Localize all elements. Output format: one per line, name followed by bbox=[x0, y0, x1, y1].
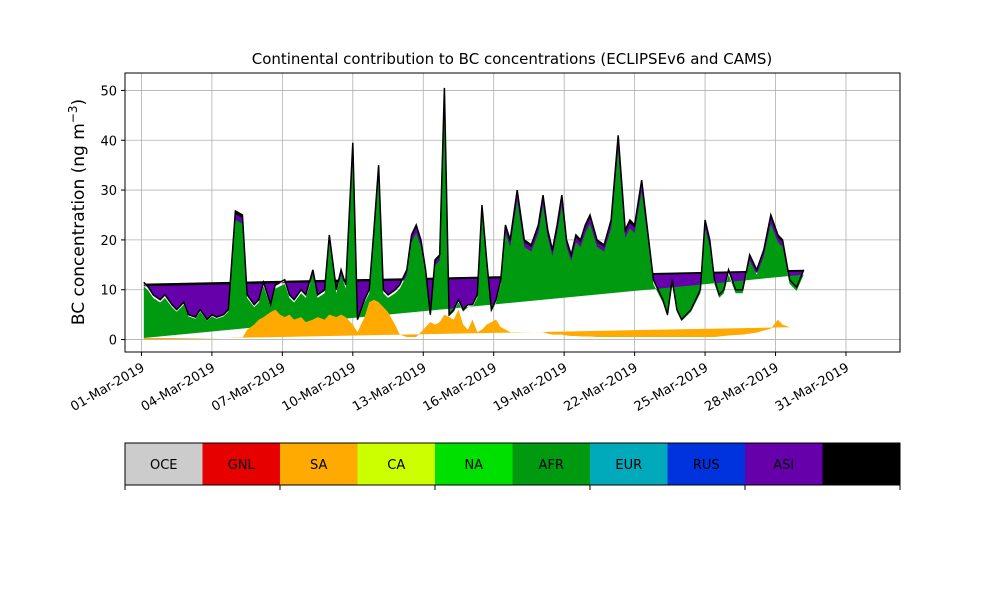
y-tick-label: 0 bbox=[109, 334, 117, 349]
legend: OCE GNL SA CA NA AFR EUR RUS ASI AUS bbox=[124, 442, 901, 490]
legend-swatch-ca bbox=[357, 443, 435, 485]
legend-label-rus: RUS bbox=[693, 458, 720, 473]
x-tick-label: 22-Mar-2019 bbox=[561, 360, 640, 414]
legend-label-ca: CA bbox=[387, 458, 405, 473]
legend-frame bbox=[124, 442, 901, 486]
legend-swatch-sa bbox=[280, 443, 358, 485]
y-tick-label: 30 bbox=[100, 184, 117, 199]
x-tick-label: 31-Mar-2019 bbox=[773, 360, 852, 414]
legend-swatch-afr bbox=[512, 443, 590, 485]
y-tick-label: 50 bbox=[100, 84, 117, 99]
legend-swatch-gnl bbox=[202, 443, 280, 485]
legend-label-eur: EUR bbox=[615, 458, 642, 473]
y-tick-label: 10 bbox=[100, 284, 117, 299]
legend-label-aus: AUS bbox=[848, 458, 875, 473]
x-tick-label: 01-Mar-2019 bbox=[68, 360, 147, 414]
y-tick-label: 20 bbox=[100, 234, 117, 249]
legend-label-asi: ASI bbox=[773, 458, 794, 473]
x-tick-label: 13-Mar-2019 bbox=[350, 360, 429, 414]
x-tick-label: 04-Mar-2019 bbox=[139, 360, 218, 414]
x-tick-label: 28-Mar-2019 bbox=[702, 360, 781, 414]
x-tick-label: 07-Mar-2019 bbox=[209, 360, 288, 414]
chart-title: Continental contribution to BC concentra… bbox=[252, 50, 773, 68]
legend-label-sa: SA bbox=[310, 458, 327, 473]
legend-label-na: NA bbox=[464, 458, 483, 473]
axes-frame bbox=[124, 72, 901, 353]
total-line bbox=[143, 87, 805, 321]
area-afr bbox=[143, 105, 804, 339]
legend-label-gnl: GNL bbox=[228, 458, 256, 473]
legend-swatch-oce bbox=[125, 443, 203, 485]
x-tick-label: 16-Mar-2019 bbox=[421, 360, 500, 414]
legend-swatch-asi bbox=[745, 443, 823, 485]
y-axis-label: BC concentration (ng m−3) bbox=[66, 99, 89, 325]
x-tick-label: 19-Mar-2019 bbox=[491, 360, 570, 414]
legend-swatch-aus bbox=[822, 443, 900, 485]
plot-area: 0 10 20 30 40 50 01-Mar-201904-Mar-201907-Mar-… bbox=[68, 72, 901, 415]
y-tick-label: 40 bbox=[100, 134, 117, 149]
legend-swatch-rus bbox=[667, 443, 745, 485]
legend-label-oce: OCE bbox=[150, 458, 178, 473]
x-tick-label: 25-Mar-2019 bbox=[632, 360, 711, 414]
legend-swatch-eur bbox=[590, 443, 668, 485]
legend-label-afr: AFR bbox=[539, 458, 564, 473]
x-tick-label: 10-Mar-2019 bbox=[280, 360, 359, 414]
area-sa bbox=[143, 299, 797, 340]
legend-swatch-na bbox=[435, 443, 513, 485]
